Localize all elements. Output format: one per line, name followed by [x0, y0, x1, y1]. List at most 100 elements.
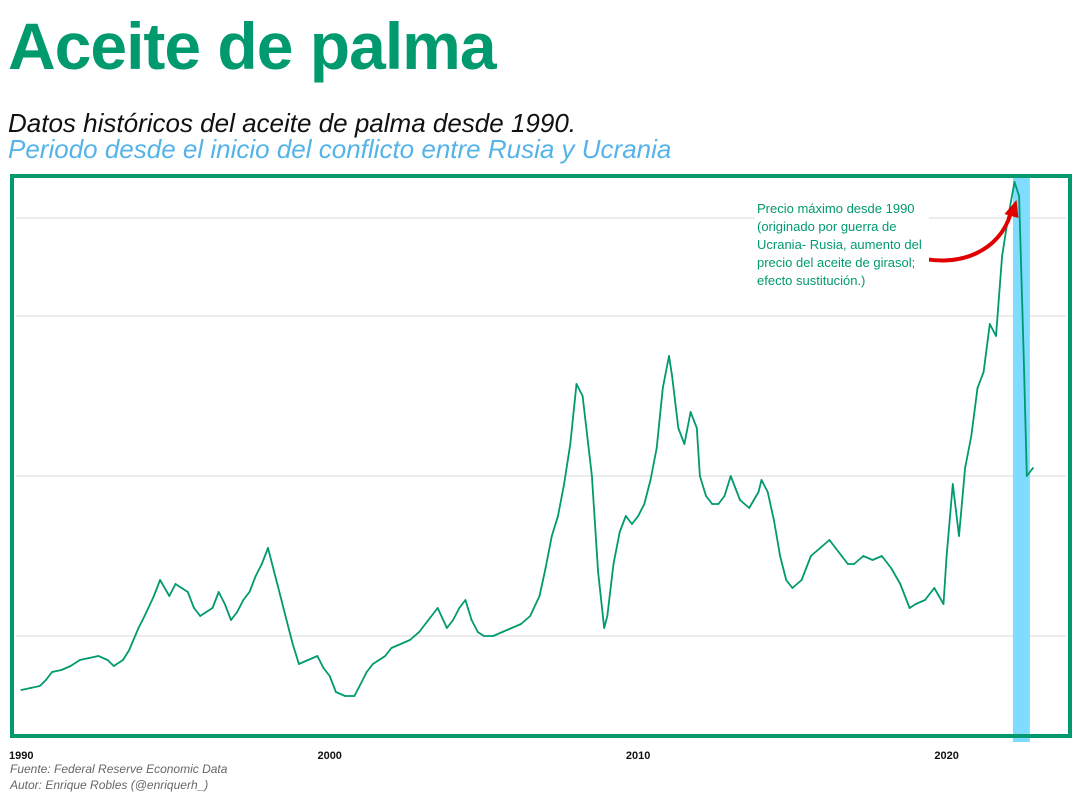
data-point — [446, 627, 448, 629]
data-point — [69, 665, 72, 667]
data-point — [470, 619, 473, 621]
data-point — [205, 611, 208, 613]
data-point — [862, 555, 865, 557]
data-point — [248, 591, 251, 593]
data-point — [273, 571, 276, 573]
data-point — [230, 619, 232, 621]
data-point — [951, 483, 954, 485]
data-point — [20, 689, 23, 691]
data-point — [760, 479, 763, 481]
data-point — [476, 631, 479, 633]
data-point — [766, 491, 769, 493]
data-point — [452, 619, 454, 621]
author-caption: Autor: Enrique Robles (@enriquerh_) — [10, 778, 209, 792]
data-point — [908, 607, 911, 609]
data-point — [899, 583, 902, 585]
data-point — [529, 615, 532, 617]
data-point — [834, 547, 837, 549]
data-point — [970, 435, 973, 437]
data-point — [779, 555, 781, 557]
chart-subtitle-highlight: Periodo desde el inicio del conflicto en… — [8, 134, 672, 164]
data-point — [581, 395, 584, 397]
chart-frame — [10, 174, 1072, 738]
data-point — [186, 591, 189, 593]
data-point — [1013, 181, 1016, 183]
data-point — [976, 387, 979, 389]
data-point — [1022, 355, 1025, 357]
data-point — [575, 383, 578, 385]
data-point — [624, 515, 627, 517]
data-point — [739, 499, 741, 501]
data-point — [569, 443, 572, 445]
data-point — [643, 503, 646, 505]
data-point — [236, 611, 239, 613]
peak-annotation: Precio máximo desde 1990 (originado por … — [755, 200, 929, 290]
data-point — [60, 669, 63, 671]
data-point — [748, 507, 751, 509]
data-point — [689, 411, 692, 413]
data-point — [399, 643, 402, 645]
series-line-0 — [21, 181, 1034, 697]
data-point — [958, 535, 960, 537]
data-point — [649, 479, 652, 481]
data-point — [260, 563, 263, 565]
x-tick-label-2020: 2020 — [934, 750, 958, 762]
data-point — [427, 619, 430, 621]
data-point — [291, 643, 294, 645]
data-point — [38, 685, 41, 687]
data-point — [168, 595, 171, 597]
data-point — [612, 563, 615, 565]
data-point — [933, 587, 936, 589]
data-point — [828, 539, 831, 541]
data-point — [143, 615, 146, 617]
data-point — [563, 483, 565, 485]
data-point — [699, 475, 701, 477]
data-point — [810, 555, 812, 557]
data-point — [661, 387, 664, 389]
data-point — [328, 675, 331, 677]
data-point — [847, 563, 849, 565]
x-tick-label-1990: 1990 — [9, 750, 33, 762]
data-point — [510, 627, 513, 629]
data-point — [279, 595, 282, 597]
series-lines — [21, 181, 1034, 697]
data-point — [988, 323, 991, 325]
data-point — [942, 603, 945, 605]
data-point — [242, 599, 245, 601]
data-point — [1001, 255, 1003, 257]
data-point — [880, 555, 883, 557]
data-point — [122, 659, 124, 661]
data-point — [964, 467, 966, 469]
chart-title: Aceite de palma — [8, 9, 497, 83]
data-point — [223, 603, 226, 605]
data-point — [390, 647, 393, 649]
data-point — [365, 671, 368, 673]
data-point — [378, 659, 380, 661]
data-point — [458, 607, 461, 609]
data-point — [307, 659, 309, 661]
data-point — [668, 355, 670, 357]
annotation-arrowhead — [1004, 200, 1019, 218]
data-point — [791, 587, 794, 589]
data-point — [267, 547, 269, 549]
data-point — [618, 531, 621, 533]
data-point — [45, 679, 47, 681]
data-point — [384, 655, 387, 657]
highlight-band — [1012, 176, 1030, 742]
data-point — [683, 443, 686, 445]
data-point — [914, 603, 917, 605]
data-point — [436, 607, 439, 609]
data-point — [637, 515, 640, 517]
data-point — [591, 475, 593, 477]
data-point — [298, 663, 300, 665]
data-point — [785, 579, 788, 581]
data-point — [945, 555, 948, 557]
data-point — [695, 427, 698, 429]
data-point — [773, 519, 775, 521]
data-point — [106, 659, 109, 661]
data-point — [1025, 475, 1028, 477]
data-point — [655, 447, 658, 449]
data-point — [159, 579, 162, 581]
data-point — [671, 375, 673, 377]
data-point — [153, 595, 155, 597]
